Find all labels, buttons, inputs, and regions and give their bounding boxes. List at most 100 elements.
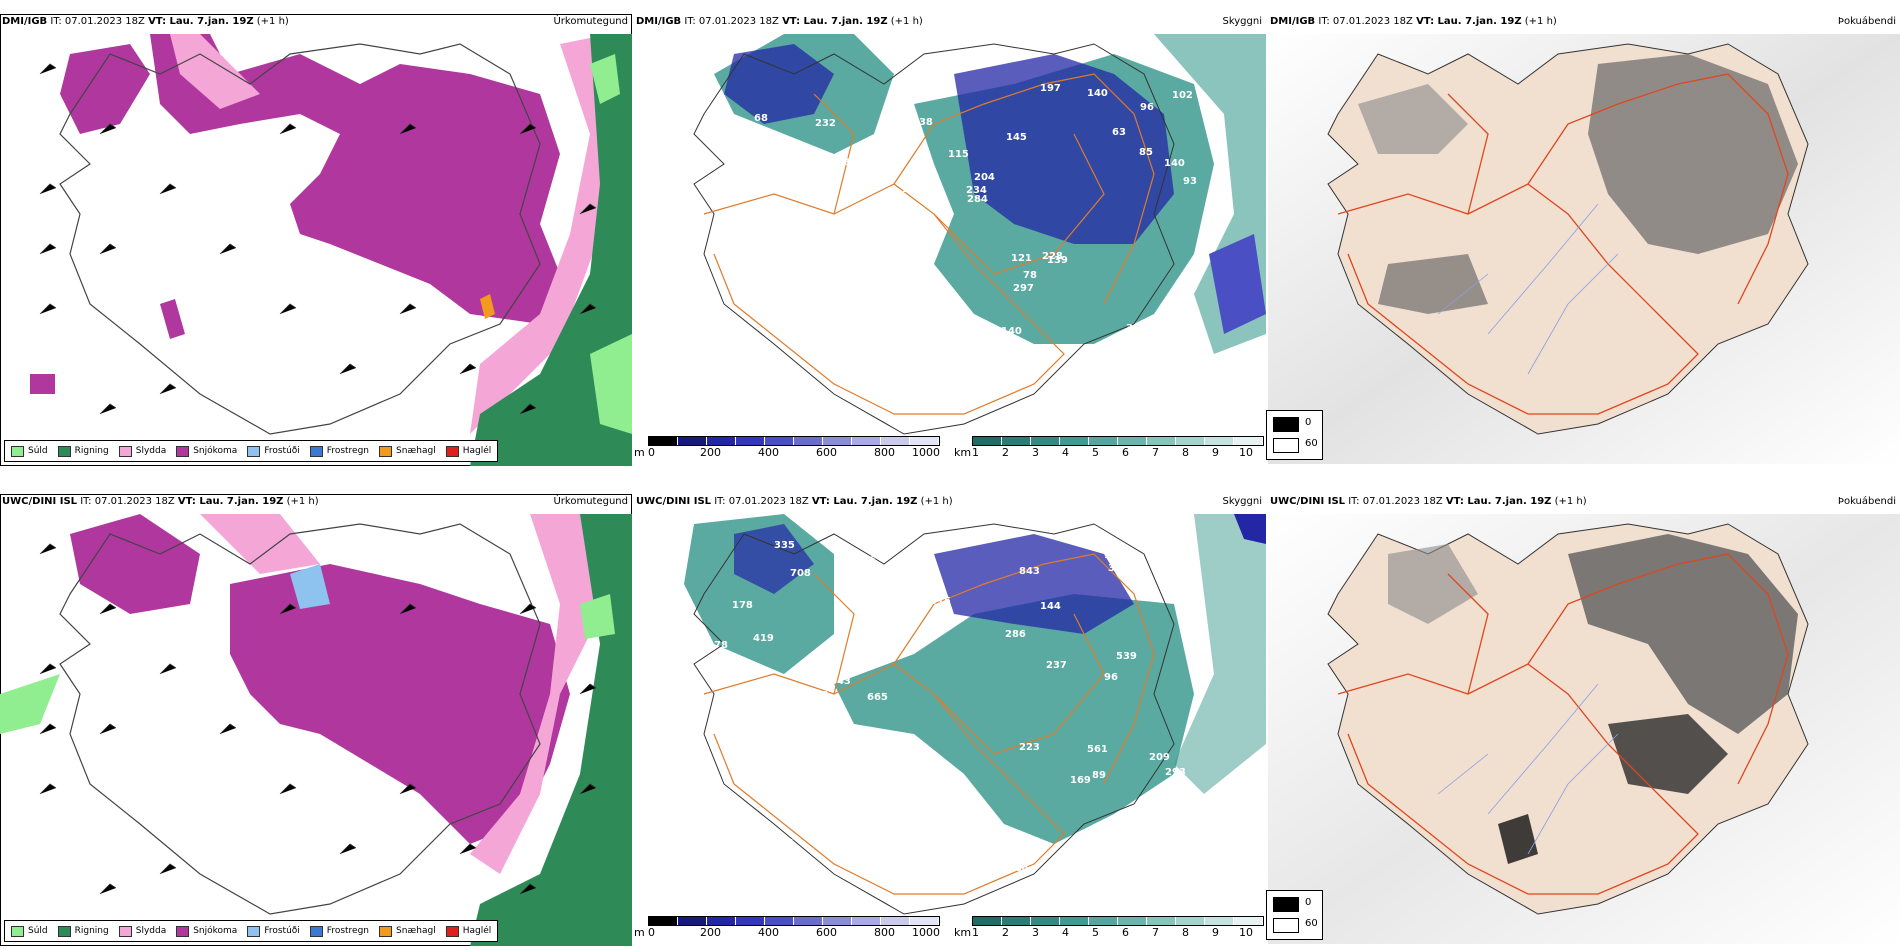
low-visibility-m-area-nw (734, 524, 814, 594)
snow-area-small (160, 299, 185, 339)
snow-area (150, 34, 560, 324)
drizzle-area-north (590, 54, 620, 104)
snow-area-west (70, 514, 200, 614)
precip-legend: Súld Rigning Slydda Snjókoma Frostúði Fr… (4, 440, 499, 462)
visibility-value-label: 93 (1183, 176, 1197, 187)
visibility-value-label: 135 (1094, 359, 1115, 370)
freezing-drizzle-area (290, 564, 330, 609)
fog-key-top: 0 60 (1266, 410, 1323, 460)
visibility-value-label: 204 (974, 172, 995, 183)
legend-item: Snæhagl (379, 925, 436, 937)
rivers (1437, 203, 1619, 375)
sleet-area (200, 514, 320, 574)
visibility-value-label: 232 (815, 118, 836, 129)
iceland-coastline (693, 523, 1175, 915)
legend-item: Rigning (57, 925, 109, 937)
snow-area-west (60, 44, 150, 134)
visibility-value-label: 102 (1172, 90, 1193, 101)
visibility-value-label: 138 (912, 117, 933, 128)
visibility-value-label: 263 (823, 833, 844, 844)
visibility-value-label: 145 (1006, 132, 1027, 143)
rivers (1437, 683, 1619, 855)
sleet-area (170, 34, 260, 109)
legend-item: Frostúði (247, 925, 300, 937)
precip-type-map-bottom (0, 494, 632, 946)
precip-type-map-top (0, 14, 632, 466)
visibility-m-colorbar: m 0 200 400 600 800 1000 (634, 916, 942, 939)
wind-barbs (39, 63, 597, 415)
legend-item: Frostregn (309, 925, 369, 937)
low-visibility-km-area (834, 594, 1194, 844)
fog-area-nw (1358, 84, 1468, 154)
visibility-value-label: 104 (1008, 863, 1029, 874)
road-network (1337, 73, 1789, 415)
low-visibility-m-area (934, 534, 1134, 634)
legend-item: Súld (11, 925, 48, 937)
low-visibility-m-area-ne (1234, 514, 1266, 544)
visibility-value-label: 121 (902, 69, 923, 80)
visibility-value-label: 643 (830, 676, 851, 687)
visibility-value-label: 297 (1013, 283, 1034, 294)
visibility-value-label: 140 (1001, 326, 1022, 337)
visibility-value-label: 433 (770, 382, 791, 393)
visibility-value-label: 178 (732, 600, 753, 611)
visibility-km-colorbar: km 1 2 3 4 5 6 7 8 9 10 (954, 436, 1266, 459)
visibility-value-label: 140 (1164, 158, 1185, 169)
legend-item: Snæhagl (379, 445, 436, 457)
visibility-value-label: 699 (802, 752, 823, 763)
visibility-value-label: 139 (1047, 255, 1068, 266)
visibility-value-label: 153 (852, 647, 873, 658)
visibility-value-label: 115 (948, 149, 969, 160)
visibility-value-label: 222 (953, 795, 974, 806)
low-visibility-km-area-east (1174, 514, 1266, 794)
visibility-value-label: 203 (897, 316, 918, 327)
legend-item: Snjókoma (176, 445, 237, 457)
legend-item: Frostregn (309, 445, 369, 457)
visibility-value-label: 71 (900, 116, 914, 127)
visibility-value-label: 89 (1092, 770, 1106, 781)
legend-item: Snjókoma (176, 925, 237, 937)
visibility-value-label: 210 (771, 365, 792, 376)
visibility-value-label: 167 (799, 314, 820, 325)
visibility-value-label: 233 (888, 221, 909, 232)
road-network (1337, 553, 1789, 895)
visibility-value-label: 113 (803, 331, 824, 342)
sleet-area-east (470, 34, 632, 434)
visibility-value-label: 228 (1042, 251, 1063, 262)
fog-high-area-sw (1378, 254, 1488, 314)
visibility-value-label: 286 (952, 788, 973, 799)
snow-area-sw (30, 374, 55, 394)
snow-area (230, 564, 570, 844)
fog-area-nw (1388, 544, 1478, 624)
wind-barbs (39, 543, 597, 895)
sleet-area-east (470, 514, 600, 874)
precip-type-panel-bottom: UWC/DINI ISL IT: 07.01.2023 18Z VT: Lau.… (0, 494, 632, 946)
visibility-value-label: 197 (1040, 83, 1061, 94)
visibility-m-colorbar: m 0 200 400 600 800 1000 (634, 436, 942, 459)
visibility-value-label: 93 (729, 376, 743, 387)
visibility-value-labels: 209 129 222 134 286 153 66 144 104 96 223 316 78 237 3… (714, 540, 1186, 874)
visibility-value-label: 78 (1023, 270, 1037, 281)
visibility-value-label: 110 (896, 203, 917, 214)
visibility-value-label: 561 (1087, 744, 1108, 755)
visibility-map-top: 2919696233145210711151017711711313820413… (634, 14, 1266, 466)
visibility-value-label: 96 (747, 186, 761, 197)
visibility-value-label: 129 (1069, 861, 1090, 872)
legend-item: Haglél (445, 445, 491, 457)
visibility-value-label: 398 (783, 687, 804, 698)
visibility-value-label: 237 (1046, 660, 1067, 671)
visibility-value-label: 1 (923, 57, 930, 68)
visibility-value-label: 843 (1019, 566, 1040, 577)
visibility-value-label: 209 (1149, 752, 1170, 763)
precip-legend: Súld Rigning Slydda Snjókoma Frostúði Fr… (4, 920, 499, 942)
visibility-value-label: 539 (1116, 651, 1137, 662)
fog-index-map-top (1268, 14, 1900, 466)
visibility-value-label: 134 (773, 838, 794, 849)
visibility-value-label: 85 (1139, 147, 1153, 158)
panel-header: DMI/IGB IT: 07.01.2023 18Z VT: Lau. 7.ja… (636, 16, 923, 27)
visibility-value-label: 148 (1104, 550, 1125, 561)
precip-type-panel-top: DMI/IGB IT: 07.01.2023 18Z VT: Lau. 7.ja… (0, 14, 632, 466)
visibility-value-label: 293 (1165, 767, 1186, 778)
visibility-value-label: 260 (818, 292, 839, 303)
road-network (703, 553, 1155, 895)
